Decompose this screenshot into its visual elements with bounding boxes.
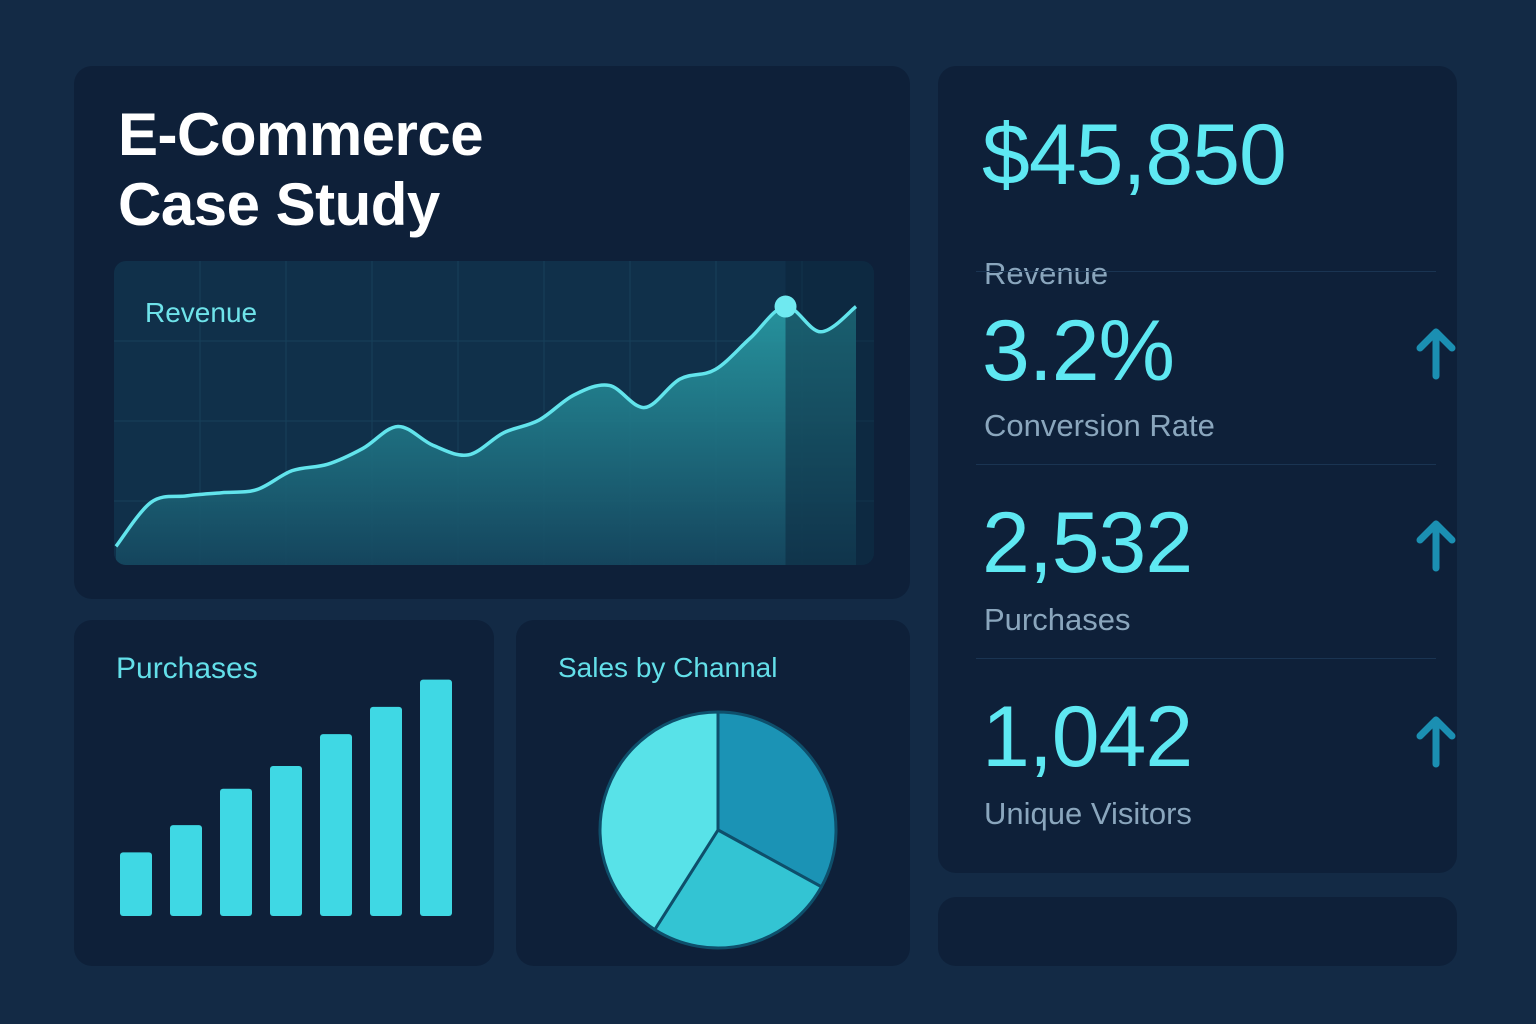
stat-conversion-label: Conversion Rate	[984, 408, 1215, 443]
revenue-highlight-point	[774, 295, 797, 318]
pie-slice	[653, 828, 823, 950]
stat-purchases: 2,532 Purchases	[982, 495, 1456, 658]
purchases-bar	[170, 825, 202, 916]
forecast-shade	[785, 261, 874, 565]
purchases-bar	[220, 788, 252, 916]
channel-pie-chart	[598, 710, 838, 950]
purchases-card: Purchases	[74, 620, 494, 966]
channel-title: Sales by Channal	[558, 652, 778, 683]
stat-visitors-label: Unique Visitors	[984, 796, 1192, 831]
stat-purchases-label: Purchases	[984, 602, 1131, 637]
title-line-2: Case Study	[118, 171, 440, 238]
stat-divider	[976, 658, 1436, 659]
pie-slice	[716, 710, 838, 889]
stat-divider	[976, 271, 1436, 272]
purchases-bar	[270, 766, 302, 916]
stat-visitors: 1,042 Unique Visitors	[982, 689, 1456, 852]
stat-visitors-value: 1,042	[982, 689, 1193, 785]
purchases-title: Purchases	[116, 652, 258, 685]
stat-revenue-value: $45,850	[982, 107, 1287, 203]
purchases-bar	[320, 734, 352, 916]
stat-revenue: $45,850 Revenue	[982, 106, 1422, 291]
arrow-up-icon	[1416, 520, 1456, 572]
footer-card	[938, 897, 1457, 966]
stat-divider	[976, 464, 1436, 465]
purchases-bar-chart	[120, 679, 452, 916]
title-line-1: E-Commerce	[118, 101, 484, 168]
pie-slice	[598, 710, 720, 932]
revenue-chart	[114, 261, 874, 565]
hero-card: E-Commerce Case Study Revenue	[74, 66, 910, 599]
revenue-line	[114, 304, 858, 548]
stat-purchases-value: 2,532	[982, 495, 1193, 591]
arrow-up-icon	[1416, 328, 1456, 380]
page-title: E-Commerce Case Study	[118, 100, 484, 240]
revenue-chart-label: Revenue	[145, 297, 258, 328]
stat-revenue-label: Revenue	[984, 256, 1109, 291]
purchases-bar	[120, 852, 152, 916]
purchases-bar	[420, 679, 452, 916]
arrow-up-icon	[1416, 716, 1456, 768]
channel-card: Sales by Channal	[516, 620, 910, 966]
stats-card: $45,850 Revenue 3.2% Conversion Rate 2,5…	[938, 66, 1457, 873]
revenue-chart-panel: Revenue	[114, 261, 874, 565]
purchases-bar	[370, 706, 402, 916]
stat-conversion: 3.2% Conversion Rate	[982, 303, 1456, 466]
revenue-area	[116, 306, 856, 565]
stat-conversion-value: 3.2%	[982, 303, 1175, 399]
